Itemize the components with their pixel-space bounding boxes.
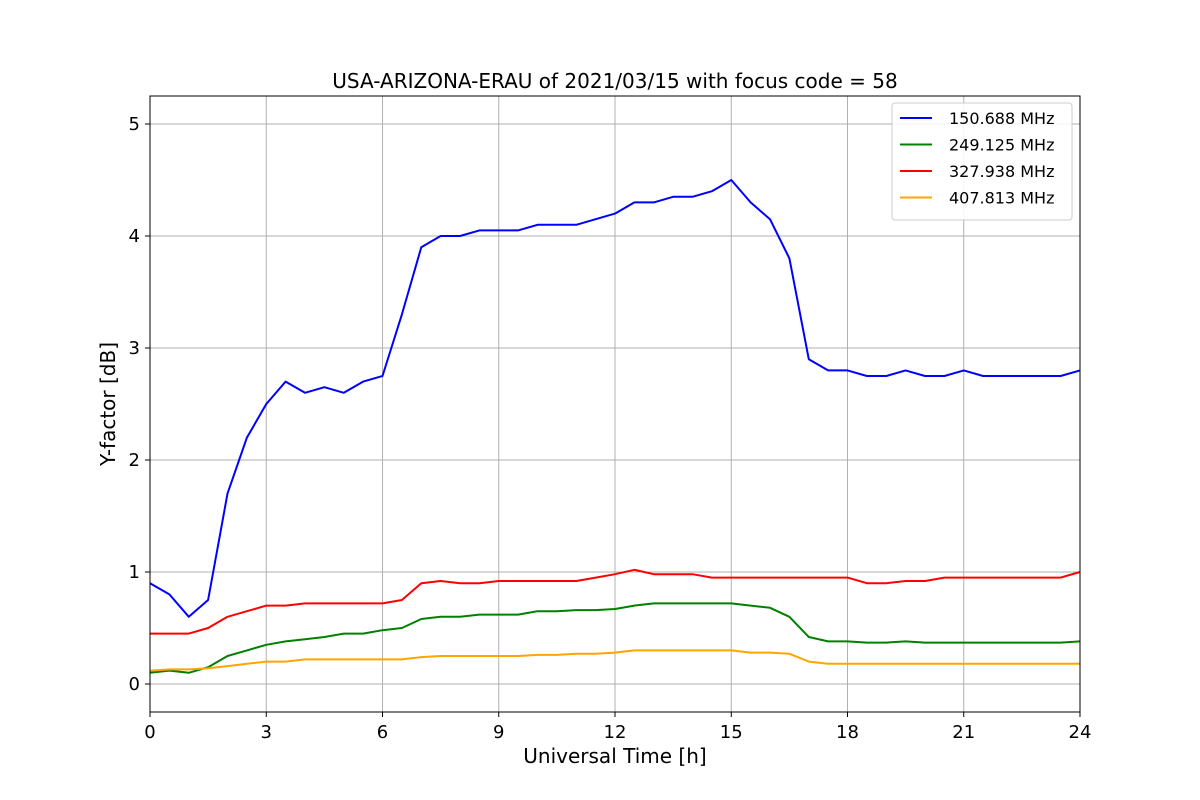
legend-box — [891, 102, 1073, 221]
x-tick-label: 15 — [720, 722, 743, 743]
x-axis-label: Universal Time [h] — [523, 744, 706, 768]
x-tick-label: 0 — [144, 722, 155, 743]
x-tick-label: 9 — [493, 722, 504, 743]
chart-title: USA-ARIZONA-ERAU of 2021/03/15 with focu… — [332, 69, 897, 93]
x-tick-label: 21 — [952, 722, 975, 743]
y-tick-label: 0 — [129, 674, 140, 695]
series-line-2 — [149, 602, 1081, 674]
legend-label: 327.938 MHz — [949, 162, 1054, 181]
grid — [149, 96, 1081, 712]
series-group — [149, 179, 1081, 674]
x-tick-label: 18 — [836, 722, 859, 743]
y-tick-label: 4 — [129, 226, 140, 247]
series-line-3 — [150, 568, 1081, 635]
legend-label: 150.688 MHz — [949, 109, 1054, 128]
y-axis-ticks: 0 1 2 3 4 5 — [129, 114, 150, 695]
x-tick-label: 3 — [261, 722, 272, 743]
x-tick-label: 12 — [604, 722, 627, 743]
legend-label: 407.813 MHz — [949, 189, 1054, 208]
x-tick-label: 6 — [377, 722, 388, 743]
y-tick-label: 5 — [129, 114, 140, 135]
legend-label: 249.125 MHz — [949, 136, 1054, 155]
x-tick-label: 24 — [1069, 722, 1092, 743]
y-tick-label: 1 — [129, 562, 140, 583]
y-tick-label: 3 — [129, 338, 140, 359]
series-line-4 — [149, 649, 1080, 672]
x-axis-ticks: 0 3 6 9 12 15 18 21 24 — [144, 712, 1091, 743]
y-tick-label: 2 — [129, 450, 140, 471]
y-axis-label: Y-factor [dB] — [96, 342, 120, 467]
series-line-1 — [149, 179, 1081, 618]
legend: 150.688 MHz 249.125 MHz 327.938 MHz 407.813… — [891, 102, 1073, 221]
